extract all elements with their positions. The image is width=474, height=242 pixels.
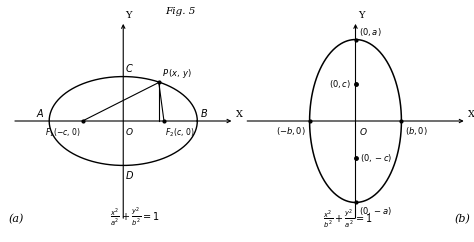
Text: $(0,c)$: $(0,c)$	[329, 78, 351, 90]
Text: $O$: $O$	[359, 126, 368, 137]
Text: $(0,-c)$: $(0,-c)$	[360, 152, 392, 164]
Text: $\frac{x^2}{b^2}+\frac{y^2}{a^2}=1$: $\frac{x^2}{b^2}+\frac{y^2}{a^2}=1$	[323, 208, 373, 230]
Text: $(0,-a)$: $(0,-a)$	[359, 205, 392, 217]
Text: X: X	[468, 110, 474, 119]
Text: X: X	[236, 110, 243, 119]
Text: Y: Y	[126, 11, 132, 20]
Text: $F_2(c,\,0)$: $F_2(c,\,0)$	[165, 126, 195, 139]
Text: (b): (b)	[455, 214, 470, 224]
Text: $P\,(x,\,y)$: $P\,(x,\,y)$	[162, 67, 191, 80]
Text: $(-b,0)$: $(-b,0)$	[276, 125, 306, 137]
Text: $D$: $D$	[126, 169, 135, 181]
Text: $A$: $A$	[36, 107, 45, 119]
Text: $C$: $C$	[126, 62, 134, 74]
Text: $\frac{x^2}{a^2}+\frac{y^2}{b^2}=1$: $\frac{x^2}{a^2}+\frac{y^2}{b^2}=1$	[109, 206, 159, 228]
Text: $B$: $B$	[200, 107, 209, 119]
Text: $(0,a)$: $(0,a)$	[359, 26, 382, 38]
Text: Y: Y	[358, 11, 364, 20]
Text: $O$: $O$	[126, 126, 134, 137]
Text: (a): (a)	[9, 214, 24, 224]
Text: $(b,0)$: $(b,0)$	[405, 125, 428, 137]
Text: Fig. 5: Fig. 5	[165, 7, 195, 16]
Text: $F_1(-c,\,0)$: $F_1(-c,\,0)$	[45, 126, 81, 139]
